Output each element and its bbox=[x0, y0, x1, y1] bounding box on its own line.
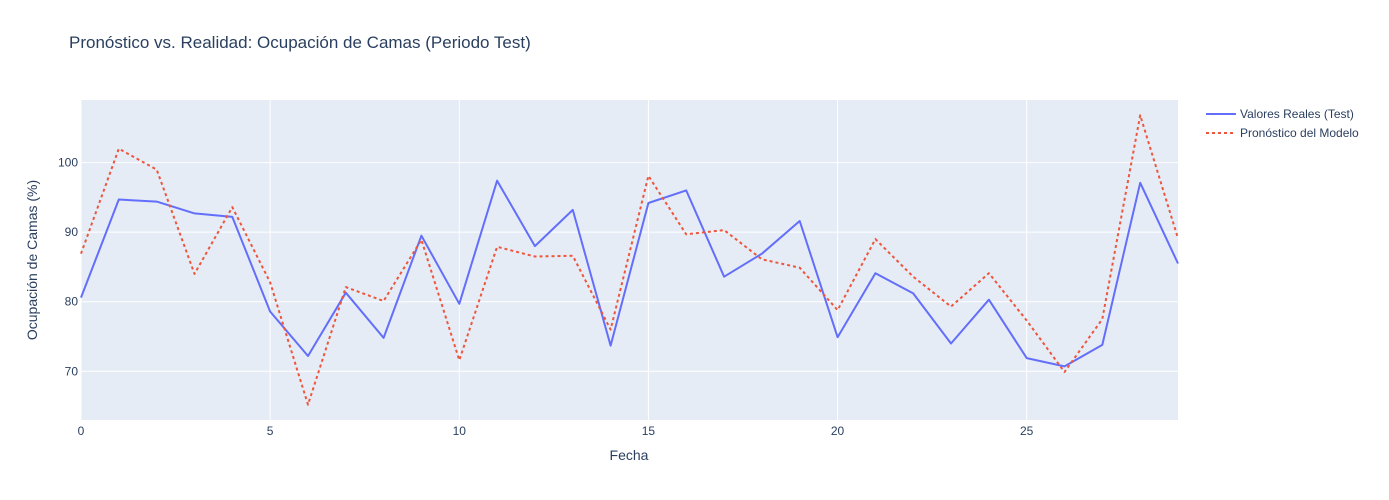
y-tick-label: 80 bbox=[65, 295, 79, 309]
y-axis-title: Ocupación de Camas (%) bbox=[24, 180, 40, 340]
y-tick-label: 70 bbox=[65, 364, 79, 378]
plot-area bbox=[81, 100, 1178, 420]
legend-item-1[interactable]: Valores Reales (Test) bbox=[1206, 107, 1354, 121]
legend-item-2[interactable]: Pronóstico del Modelo bbox=[1206, 126, 1359, 140]
x-tick-label: 10 bbox=[453, 424, 467, 438]
x-tick-label: 0 bbox=[78, 424, 85, 438]
y-tick-label: 90 bbox=[65, 225, 79, 239]
x-tick-label: 5 bbox=[267, 424, 274, 438]
x-tick-label: 25 bbox=[1020, 424, 1034, 438]
series-line-1[interactable] bbox=[80, 179, 1179, 368]
chart-title: Pronóstico vs. Realidad: Ocupación de Ca… bbox=[69, 33, 531, 52]
series-lines bbox=[80, 114, 1179, 406]
x-tick-label: 20 bbox=[831, 424, 845, 438]
series-line-2[interactable] bbox=[80, 114, 1179, 406]
y-tick-labels: 70 80 90 100 bbox=[58, 156, 78, 379]
grid-lines bbox=[80, 100, 1178, 420]
legend-label: Valores Reales (Test) bbox=[1240, 107, 1354, 121]
legend[interactable]: Valores Reales (Test) Pronóstico del Mode… bbox=[1206, 107, 1359, 140]
legend-label: Pronóstico del Modelo bbox=[1240, 126, 1359, 140]
x-tick-label: 15 bbox=[642, 424, 656, 438]
x-axis-title: Fecha bbox=[610, 447, 649, 463]
y-tick-label: 100 bbox=[58, 156, 78, 170]
x-tick-labels: 0 5 10 15 20 25 bbox=[78, 424, 1034, 438]
